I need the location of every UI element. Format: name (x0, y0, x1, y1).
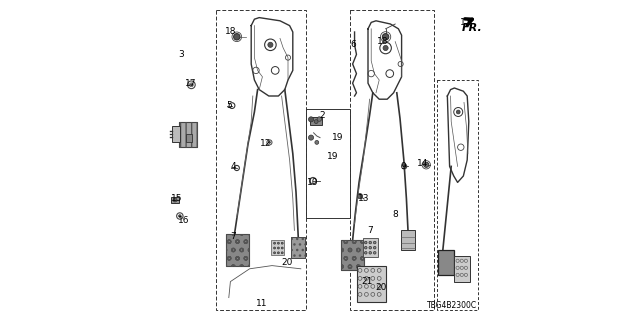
Bar (172, 197, 179, 203)
Text: 18: 18 (225, 28, 237, 36)
Bar (186, 134, 192, 142)
Bar (291, 237, 305, 258)
Circle shape (173, 198, 177, 202)
Text: 1: 1 (460, 18, 465, 27)
Circle shape (456, 110, 460, 114)
Circle shape (268, 42, 273, 47)
Text: 17: 17 (185, 79, 196, 88)
Circle shape (314, 120, 318, 124)
Bar (351, 10, 434, 310)
Text: 2: 2 (320, 111, 325, 120)
Circle shape (179, 215, 181, 217)
Bar (357, 266, 385, 302)
Text: 15: 15 (171, 194, 182, 203)
Bar (310, 117, 322, 125)
Bar (401, 230, 415, 250)
Text: 19: 19 (327, 152, 339, 161)
Bar (226, 234, 248, 266)
Text: 9: 9 (401, 162, 406, 171)
Circle shape (403, 165, 405, 167)
Text: 10: 10 (307, 178, 318, 187)
Circle shape (357, 194, 362, 199)
Circle shape (308, 135, 314, 140)
Circle shape (365, 241, 367, 244)
Text: 6: 6 (351, 40, 356, 49)
Text: 13: 13 (358, 194, 370, 203)
Bar (226, 234, 248, 266)
Circle shape (269, 141, 270, 143)
Circle shape (369, 246, 371, 249)
Bar (454, 256, 470, 282)
Circle shape (369, 252, 371, 254)
Circle shape (282, 252, 283, 254)
Circle shape (278, 247, 279, 249)
Bar (216, 10, 306, 310)
Circle shape (374, 252, 376, 254)
Circle shape (274, 252, 275, 254)
Bar (362, 238, 378, 257)
Text: 16: 16 (179, 216, 189, 225)
Circle shape (365, 246, 367, 249)
Circle shape (374, 241, 376, 244)
Text: FR.: FR. (461, 23, 482, 33)
Circle shape (282, 242, 283, 244)
Circle shape (317, 117, 322, 121)
Text: 20: 20 (282, 258, 293, 267)
Bar (179, 122, 197, 147)
Circle shape (274, 242, 275, 244)
Text: 7: 7 (367, 226, 372, 235)
Text: 18: 18 (377, 37, 388, 46)
Text: 14: 14 (417, 159, 428, 168)
Text: 11: 11 (256, 300, 268, 308)
Circle shape (191, 84, 193, 86)
Bar (437, 80, 479, 310)
Circle shape (278, 252, 279, 254)
Text: 7: 7 (230, 232, 236, 241)
Circle shape (424, 162, 429, 167)
Text: 4: 4 (230, 162, 236, 171)
Circle shape (234, 34, 240, 40)
Circle shape (374, 246, 376, 249)
Text: 19: 19 (332, 133, 343, 142)
Circle shape (282, 247, 283, 249)
Circle shape (383, 34, 389, 40)
Text: 5: 5 (226, 101, 232, 110)
Text: 8: 8 (392, 210, 398, 219)
Bar (179, 122, 197, 147)
Circle shape (369, 241, 371, 244)
Circle shape (278, 242, 279, 244)
Text: TBG4B2300C: TBG4B2300C (427, 301, 477, 310)
Text: 20: 20 (375, 284, 387, 292)
Bar (271, 240, 284, 255)
Bar (306, 109, 351, 218)
Text: 3: 3 (178, 50, 184, 59)
Circle shape (274, 247, 275, 249)
Bar (342, 240, 364, 270)
Circle shape (365, 252, 367, 254)
Text: 12: 12 (260, 140, 271, 148)
Circle shape (308, 117, 314, 122)
Circle shape (383, 45, 388, 51)
Bar (172, 126, 180, 142)
Bar (438, 250, 454, 275)
Bar (291, 237, 305, 258)
Circle shape (315, 140, 319, 144)
Text: 21: 21 (362, 277, 373, 286)
Bar (342, 240, 364, 270)
